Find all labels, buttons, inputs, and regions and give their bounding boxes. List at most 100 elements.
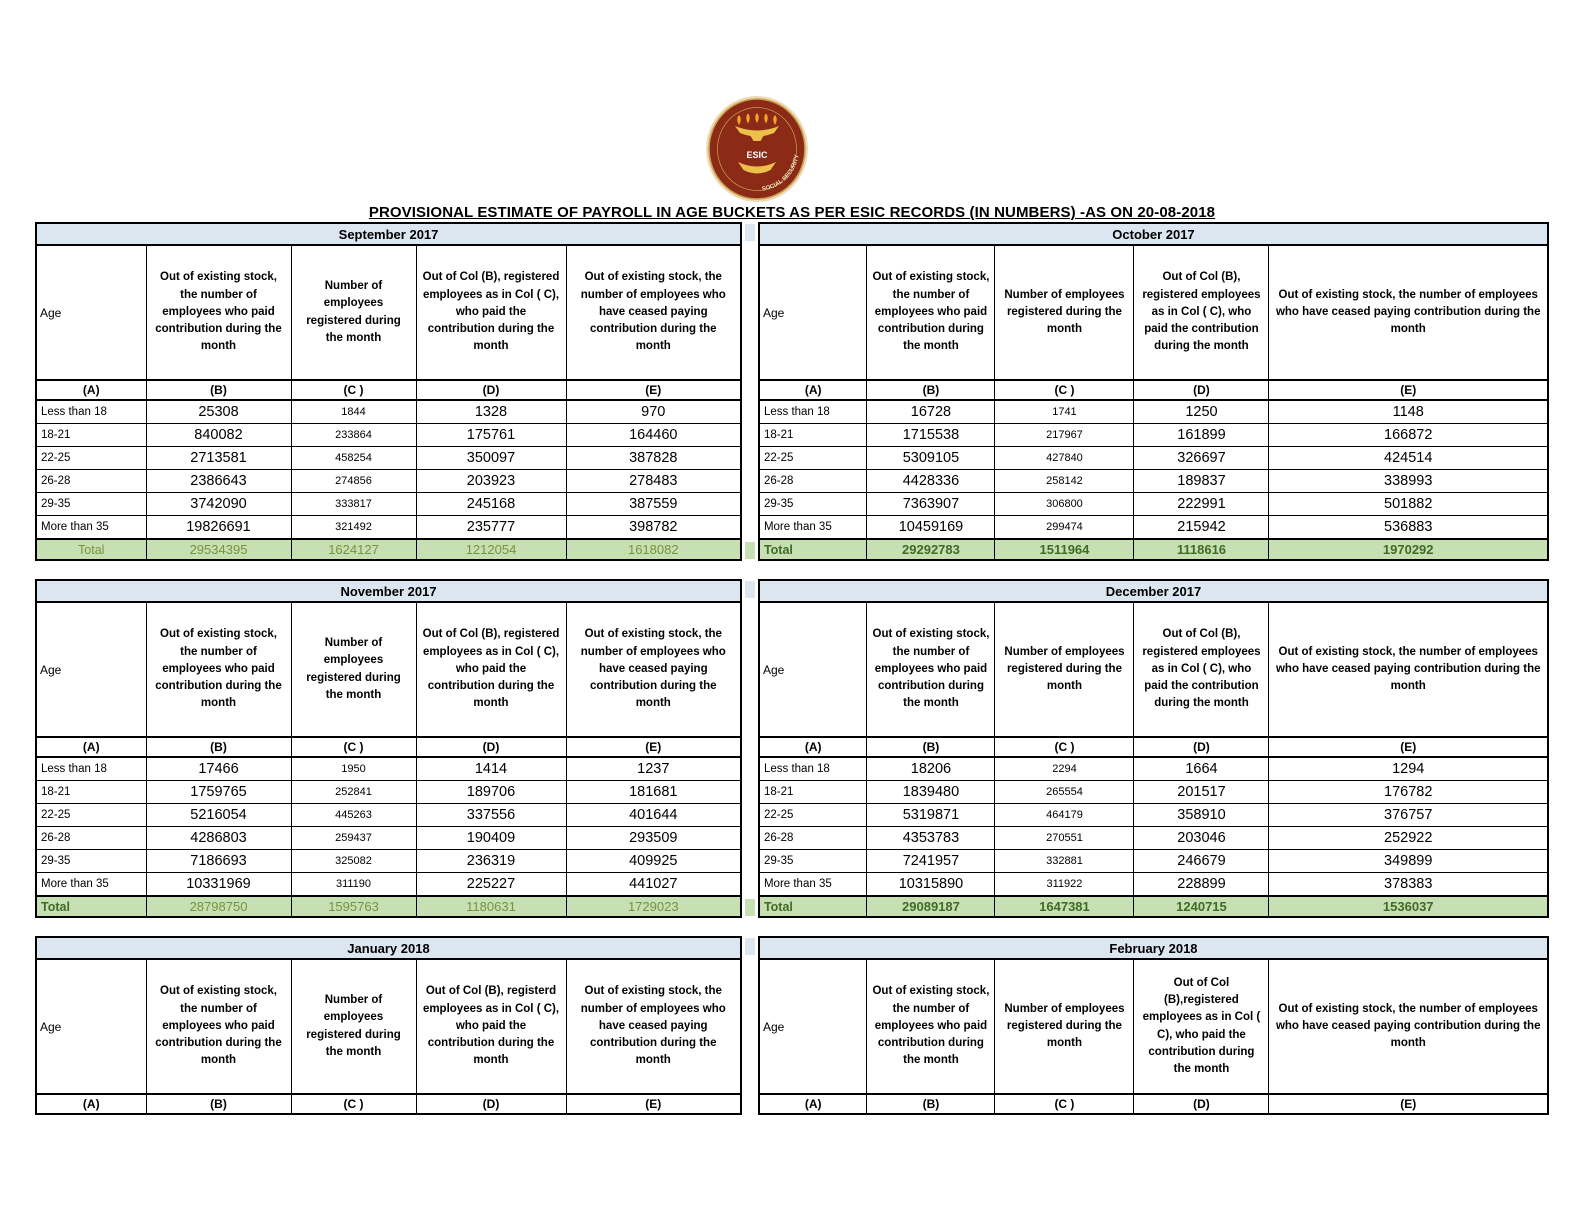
value-cell-e: 1148 — [1268, 399, 1549, 424]
value-cell-e: 378383 — [1268, 872, 1549, 897]
value-cell-e: 376757 — [1268, 803, 1549, 827]
value-cell-d: 189837 — [1133, 469, 1270, 493]
value-cell-c: 332881 — [994, 849, 1135, 873]
table-row: October 2017 — [758, 222, 1549, 246]
table-row: Age Out of existing stock, the number of … — [35, 601, 742, 738]
value-cell-b: 7241957 — [866, 849, 996, 873]
logo-inner-ring — [717, 107, 797, 191]
col-header-c: Number of employees registered during th… — [290, 244, 417, 381]
value-cell-e: 252922 — [1268, 826, 1549, 850]
table-row: 29-35 3742090 333817 245168 387559 — [35, 492, 742, 516]
value-cell-b: 17466 — [145, 756, 292, 781]
value-cell-e: 1294 — [1268, 756, 1549, 781]
value-cell-e: 387559 — [565, 492, 742, 516]
col-header-a: Age — [35, 958, 147, 1095]
value-cell-b: 19826691 — [145, 515, 292, 540]
col-header-c: Number of employees registered during th… — [994, 601, 1135, 738]
value-cell-e: 398782 — [565, 515, 742, 540]
age-cell: 26-28 — [35, 826, 147, 850]
value-cell-c: 427840 — [994, 446, 1135, 470]
value-cell-e: 1237 — [565, 756, 742, 781]
table-row: 18-21 1759765 252841 189706 181681 — [35, 780, 742, 804]
total-value-d: 1212054 — [415, 538, 567, 561]
table-row: More than 35 19826691 321492 235777 398782 — [35, 515, 742, 540]
table-row: Less than 18 18206 2294 1664 1294 — [758, 756, 1549, 781]
col-letter: (D) — [1133, 736, 1270, 758]
table-row: Total 28798750 1595763 1180631 1729023 — [35, 895, 742, 918]
table-row: 18-21 1715538 217967 161899 166872 — [758, 423, 1549, 447]
table-row: (A) (B) (C ) (D) (E) — [35, 379, 742, 401]
col-letter: (D) — [415, 379, 567, 401]
col-header-d: Out of Col (B), registered employees as … — [1133, 244, 1270, 381]
month-table: September 2017 Age Out of existing stock, … — [35, 222, 743, 561]
table-row: Age Out of existing stock, the number of … — [758, 244, 1549, 381]
total-label: Total — [758, 895, 868, 918]
value-cell-e: 536883 — [1268, 515, 1549, 540]
value-cell-d: 228899 — [1133, 872, 1270, 897]
table-row: November 2017 — [35, 579, 742, 603]
total-value-b: 29534395 — [145, 538, 292, 561]
age-cell: More than 35 — [758, 872, 868, 897]
col-letter: (E) — [565, 379, 742, 401]
total-value-e: 1618082 — [565, 538, 742, 561]
value-cell-e: 181681 — [565, 780, 742, 804]
spacer-green-strip — [745, 542, 755, 559]
value-cell-d: 190409 — [415, 826, 567, 850]
total-label: Total — [35, 538, 147, 561]
table-row: More than 35 10459169 299474 215942 536883 — [758, 515, 1549, 540]
col-letter: (D) — [415, 1093, 567, 1115]
value-cell-c: 259437 — [290, 826, 417, 850]
col-letter: (C ) — [290, 379, 417, 401]
table-pair: November 2017 Age Out of existing stock, t… — [35, 579, 1549, 918]
col-letter: (B) — [145, 736, 292, 758]
value-cell-d: 189706 — [415, 780, 567, 804]
col-header-c: Number of employees registered during th… — [994, 244, 1135, 381]
table-row: December 2017 — [758, 579, 1549, 603]
total-value-e: 1536037 — [1268, 895, 1549, 918]
col-letter: (B) — [145, 1093, 292, 1115]
col-header-b: Out of existing stock, the number of emp… — [145, 244, 292, 381]
col-header-e: Out of existing stock, the number of emp… — [565, 601, 742, 738]
table-row: February 2018 — [758, 936, 1549, 960]
table-row: September 2017 — [35, 222, 742, 246]
value-cell-c: 1844 — [290, 399, 417, 424]
value-cell-d: 358910 — [1133, 803, 1270, 827]
age-cell: 18-21 — [35, 423, 147, 447]
col-header-d: Out of Col (B), registered employees as … — [415, 244, 567, 381]
col-header-b: Out of existing stock, the number of emp… — [145, 601, 292, 738]
value-cell-b: 5216054 — [145, 803, 292, 827]
table-row: (A) (B) (C ) (D) (E) — [758, 379, 1549, 401]
col-letter: (D) — [1133, 379, 1270, 401]
total-label: Total — [35, 895, 147, 918]
table-row: Less than 18 17466 1950 1414 1237 — [35, 756, 742, 781]
lamp-icon — [735, 126, 779, 174]
value-cell-e: 293509 — [565, 826, 742, 850]
value-cell-e: 278483 — [565, 469, 742, 493]
value-cell-e: 401644 — [565, 803, 742, 827]
value-cell-d: 326697 — [1133, 446, 1270, 470]
col-header-e: Out of existing stock, the number of emp… — [1268, 958, 1549, 1095]
table-row: 22-25 5319871 464179 358910 376757 — [758, 803, 1549, 827]
age-cell: 26-28 — [758, 469, 868, 493]
value-cell-c: 258142 — [994, 469, 1135, 493]
age-cell: 18-21 — [758, 423, 868, 447]
month-table: October 2017 Age Out of existing stock, th… — [757, 222, 1549, 561]
age-cell: 26-28 — [35, 469, 147, 493]
value-cell-c: 252841 — [290, 780, 417, 804]
spacer-blue-strip — [745, 224, 755, 241]
value-cell-b: 25308 — [145, 399, 292, 424]
value-cell-b: 4428336 — [866, 469, 996, 493]
value-cell-d: 1414 — [415, 756, 567, 781]
table-row: Less than 18 16728 1741 1250 1148 — [758, 399, 1549, 424]
spacer-fill — [742, 241, 758, 542]
value-cell-e: 176782 — [1268, 780, 1549, 804]
table-row: (A) (B) (C ) (D) (E) — [35, 1093, 742, 1115]
value-cell-d: 203046 — [1133, 826, 1270, 850]
value-cell-b: 4353783 — [866, 826, 996, 850]
value-cell-e: 424514 — [1268, 446, 1549, 470]
lamp-flames-icon — [737, 113, 777, 125]
age-cell: Less than 18 — [758, 756, 868, 781]
total-value-d: 1240715 — [1133, 895, 1270, 918]
col-letter: (D) — [1133, 1093, 1270, 1115]
month-title: October 2017 — [758, 222, 1549, 246]
